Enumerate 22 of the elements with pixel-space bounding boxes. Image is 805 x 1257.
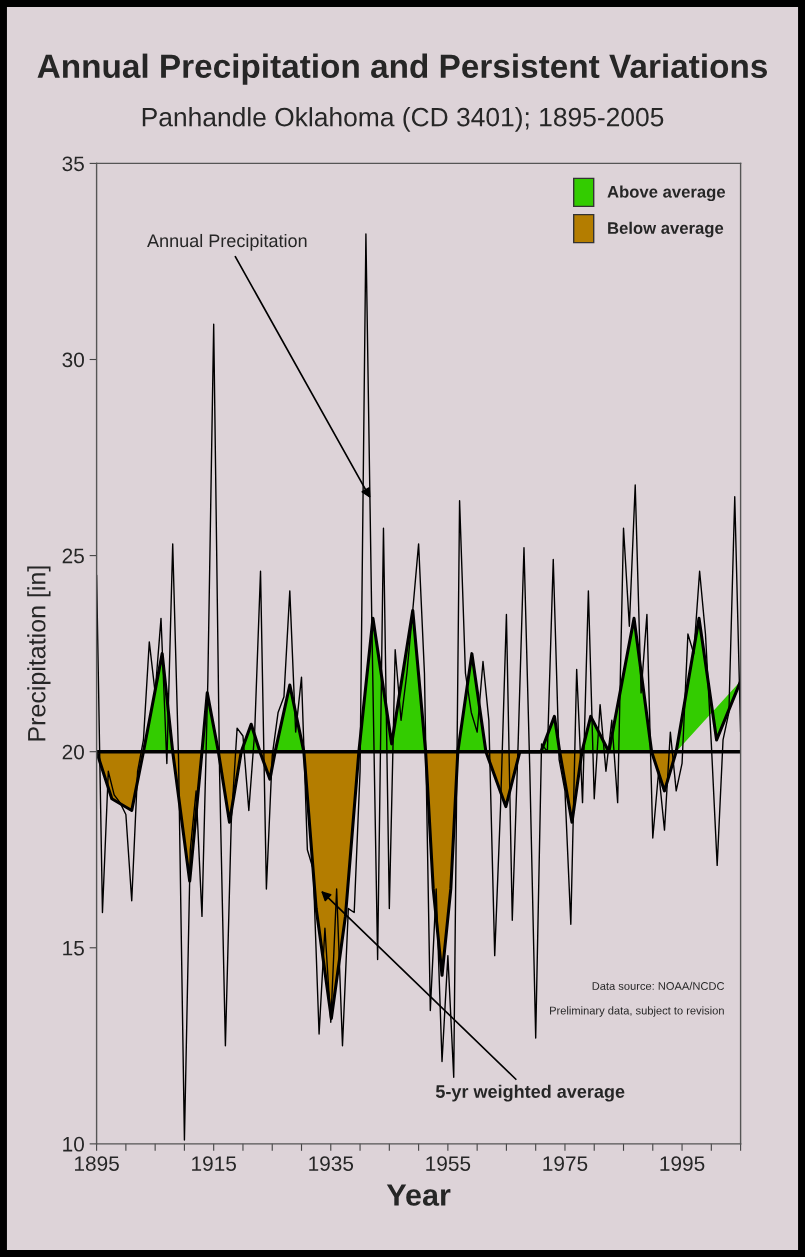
x-tick-label: 1935 — [309, 1156, 354, 1171]
x-tick-label: 1895 — [75, 1156, 119, 1171]
y-tick-label: 35 — [62, 156, 84, 172]
y-tick-label: 30 — [62, 352, 84, 368]
y-tick-label: 10 — [63, 1136, 84, 1152]
x-tick-label: 1955 — [426, 1156, 471, 1171]
annotation: Preliminary data, subject to revision — [550, 1006, 724, 1017]
legend-label: Below average — [608, 221, 724, 238]
x-tick-label: 1975 — [543, 1156, 588, 1171]
y-axis-title: Precipitation [in] — [27, 566, 51, 741]
x-axis-title: Year — [386, 1184, 451, 1206]
x-tick-label: 1915 — [192, 1156, 236, 1171]
x-tick-label: 1995 — [660, 1156, 705, 1171]
annotation: Annual Precipitation — [147, 233, 307, 251]
chart-title: Annual Precipitation and Persistent Variations — [37, 53, 767, 85]
legend-label: Above average — [607, 185, 726, 202]
y-tick-label: 20 — [62, 744, 84, 760]
chart-subtitle: Panhandle Oklahoma (CD 3401); 1895-2005 — [142, 107, 664, 132]
y-tick-label: 25 — [62, 548, 84, 564]
annotation: Data source: NOAA/NCDC — [592, 981, 725, 990]
annotation: 5-yr weighted average — [435, 1084, 625, 1102]
y-tick-label: 15 — [63, 940, 84, 956]
